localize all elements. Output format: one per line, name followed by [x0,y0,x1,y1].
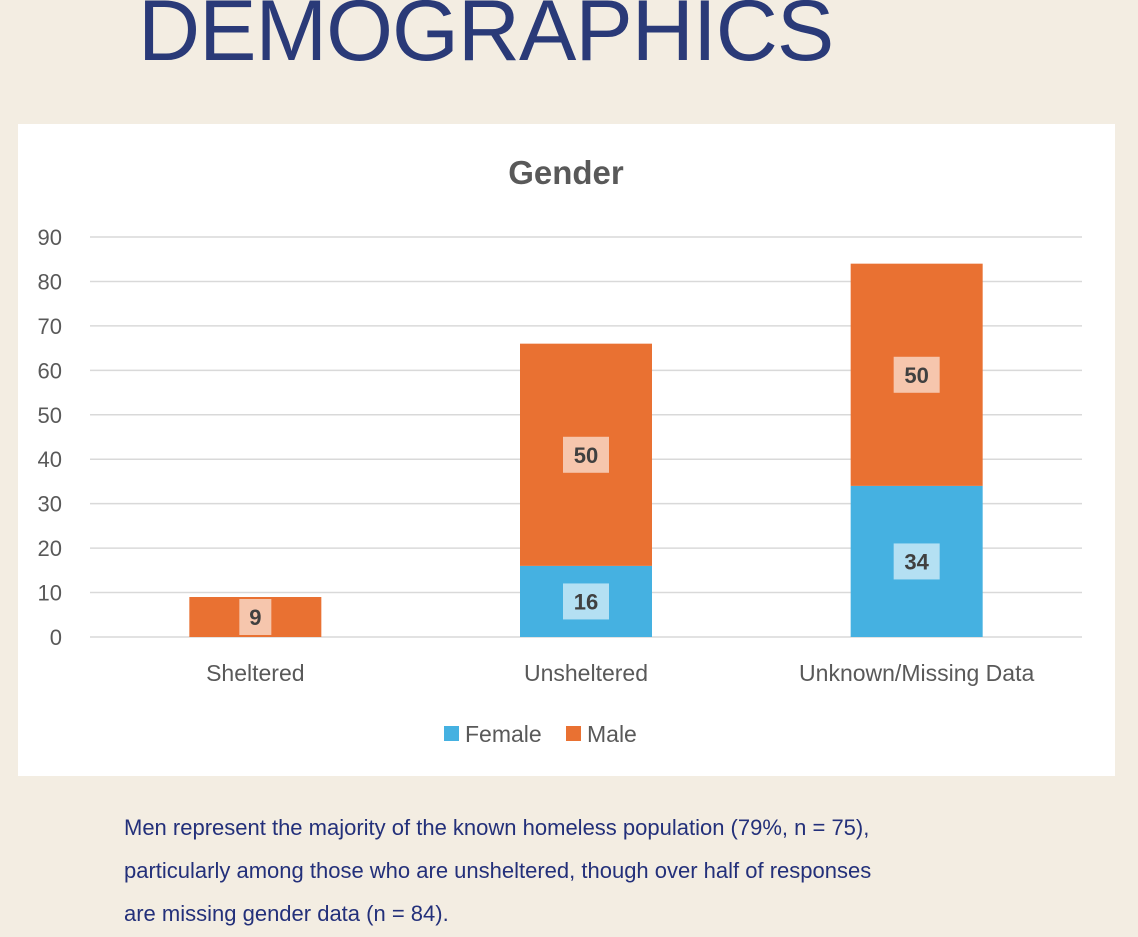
y-tick-label: 60 [38,358,62,383]
legend-label: Male [587,721,637,747]
caption-line: particularly among those who are unshelt… [124,858,872,883]
chart-title: Gender [508,154,624,191]
chart-panel: Gender 0 10 20 30 40 50 60 70 80 90 9 Sheltered 16 50 U… [18,124,1115,776]
x-tick-label: Unknown/Missing Data [799,660,1034,686]
y-tick-label: 10 [38,581,62,606]
y-tick-label: 30 [38,492,62,517]
data-label-box [563,583,609,620]
y-tick-label: 80 [38,269,62,294]
gender-chart: Gender 0 10 20 30 40 50 60 70 80 90 9 Sheltered 16 50 U… [38,154,1082,747]
y-tick-label: 20 [38,536,62,561]
legend-swatch-female [444,726,459,741]
data-label-box [893,356,940,393]
y-tick-label: 0 [50,625,62,650]
page-title: DEMOGRAPHICS [138,0,834,79]
y-tick-label: 40 [38,447,62,472]
data-label-box [239,599,272,635]
y-tick-label: 70 [38,314,62,339]
data-label: 9 [249,605,261,630]
data-label-box [893,543,940,580]
x-tick-label: Unsheltered [524,660,648,686]
legend-label: Female [465,721,542,747]
data-label-box [563,436,609,473]
y-tick-label: 90 [38,225,62,250]
data-label: 50 [904,363,928,388]
x-tick-label: Sheltered [206,660,304,686]
caption-line: are missing gender data (n = 84). [124,901,449,926]
y-tick-label: 50 [38,403,62,428]
data-label: 50 [574,443,598,468]
data-label: 16 [574,589,598,614]
legend-swatch-male [566,726,581,741]
caption-line: Men represent the majority of the known … [124,815,870,840]
data-label: 34 [904,549,929,574]
caption: Men represent the majority of the known … [124,806,1024,935]
